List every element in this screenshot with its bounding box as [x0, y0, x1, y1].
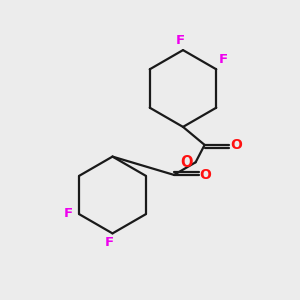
Text: F: F	[105, 236, 114, 250]
Text: F: F	[218, 53, 227, 66]
Text: F: F	[63, 207, 72, 220]
Text: O: O	[230, 138, 242, 152]
Text: F: F	[176, 34, 184, 47]
Text: O: O	[180, 155, 193, 170]
Text: O: O	[199, 168, 211, 182]
